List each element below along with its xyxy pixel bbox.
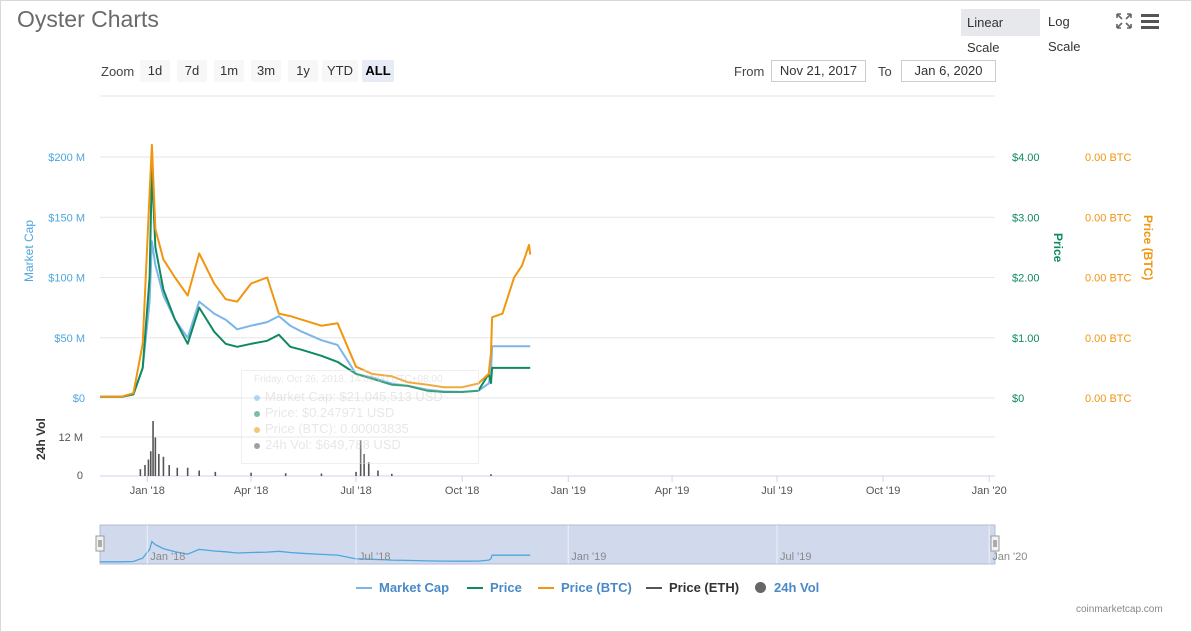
y-tick-label-price: $2.00 [1012,273,1040,285]
volume-bar [147,459,150,476]
zoom-ytd-button[interactable]: YTD [322,60,358,82]
zoom-label: Zoom [101,64,135,79]
volume-bar [152,421,154,476]
y-axis-title-price-btc: Price (BTC) [1141,215,1155,280]
linear-scale-button[interactable]: Linear Scale [961,9,1040,55]
tooltip-row-price-btc: Price (BTC): 0.00003835 [254,421,409,436]
navigator-tick-label: Jul '18 [359,551,390,563]
volume-bar [154,437,157,476]
hamburger-menu-icon[interactable] [1140,11,1160,31]
zoom-1d-button[interactable]: 1d [140,60,170,82]
navigator-tick-label: Jul '19 [780,551,811,563]
x-tick-label: Jul '19 [761,485,792,497]
to-label: To [878,64,892,79]
to-date-input[interactable]: Jan 6, 2020 [901,60,996,82]
y-tick-label-market-cap: $200 M [48,152,85,164]
x-tick-label: Jul '18 [340,485,371,497]
expand-icon[interactable] [1114,11,1134,31]
from-date-input[interactable]: Nov 21, 2017 [771,60,866,82]
volume-bar [186,467,189,476]
volume-bar [355,471,357,476]
zoom-all-button[interactable]: ALL [362,60,394,82]
volume-bar [250,472,252,476]
chart-title: Oyster Charts [17,6,159,32]
x-tick-label: Apr '18 [234,485,269,497]
x-tick-label: Apr '19 [655,485,690,497]
y-tick-label-volume: 12 M [59,432,83,444]
volume-bar [363,454,365,476]
navigator-tick-label: Jan '19 [571,551,606,563]
volume-bar [149,451,152,476]
legend-item-market-cap[interactable]: Market Cap [356,580,449,595]
y-tick-label-price-btc: 0.00 BTC [1085,152,1132,164]
volume-bar [377,470,379,476]
y-tick-label-volume: 0 [77,470,83,482]
y-axis-title-volume: 24h Vol [34,418,48,460]
tooltip-row-volume: 24h Vol: $649,788 USD [254,437,401,452]
y-tick-label-market-cap: $0 [73,393,85,405]
tooltip-row-market-cap: Market Cap: $21,045,513 USD [254,389,443,404]
x-tick-label: Jan '18 [130,485,165,497]
x-tick-label: Oct '19 [866,485,901,497]
y-tick-label-price-btc: 0.00 BTC [1085,333,1132,345]
volume-bar [320,473,323,476]
tooltip-header: Friday, Oct 26, 2018, 14:00:00 UTC+08:00 [254,374,443,385]
volume-bar [144,465,146,476]
y-tick-label-price: $3.00 [1012,212,1040,224]
y-tick-label-price-btc: 0.00 BTC [1085,393,1132,405]
volume-bar [284,473,287,476]
volume-bar [139,469,142,476]
volume-bar [162,456,165,476]
legend-item-price-btc[interactable]: Price (BTC) [538,580,632,595]
legend-item-price[interactable]: Price [467,580,522,595]
tooltip-row-price: Price: $0.247971 USD [254,405,394,420]
y-tick-label-market-cap: $50 M [54,333,85,345]
navigator-handle-left[interactable] [95,535,105,552]
y-tick-label-price-btc: 0.00 BTC [1085,212,1132,224]
navigator-tick-label: Jan '18 [150,551,185,563]
volume-bar [214,471,217,476]
navigator-series-line [100,540,531,563]
volume-bar [158,454,160,476]
volume-bar [359,440,362,476]
chart-tooltip: Friday, Oct 26, 2018, 14:00:00 UTC+08:00… [241,370,479,464]
navigator-tick-label: Jan '20 [992,551,1027,563]
zoom-1y-button[interactable]: 1y [288,60,318,82]
y-axis-title-market-cap: Market Cap [22,220,36,282]
navigator-handle-right[interactable] [990,535,1000,552]
legend-item-price-eth[interactable]: Price (ETH) [646,580,739,595]
legend-item-24h-vol[interactable]: 24h Vol [755,580,819,595]
volume-bar [168,465,171,476]
volume-bar [367,462,370,476]
navigator-selection [99,524,996,565]
y-axis-title-price: Price [1051,233,1065,263]
volume-bar [198,470,200,476]
y-tick-label-price-btc: 0.00 BTC [1085,273,1132,285]
volume-bar [176,467,179,476]
series-line-price [100,168,531,398]
from-label: From [734,64,765,79]
zoom-3m-button[interactable]: 3m [251,60,281,82]
volume-bar [390,473,393,476]
credit-link[interactable]: coinmarketcap.com [1076,604,1163,615]
y-tick-label-price: $4.00 [1012,152,1040,164]
x-tick-label: Jan '20 [972,485,1007,497]
y-tick-label-price: $0 [1012,393,1024,405]
volume-bar [490,474,492,476]
zoom-7d-button[interactable]: 7d [177,60,207,82]
series-line-price-btc [100,143,532,398]
y-tick-label-market-cap: $150 M [48,212,85,224]
x-tick-label: Jan '19 [551,485,586,497]
log-scale-button[interactable]: Log Scale [1048,14,1081,54]
y-tick-label-price: $1.00 [1012,333,1040,345]
x-tick-label: Oct '18 [445,485,480,497]
y-tick-label-market-cap: $100 M [48,273,85,285]
zoom-1m-button[interactable]: 1m [214,60,244,82]
